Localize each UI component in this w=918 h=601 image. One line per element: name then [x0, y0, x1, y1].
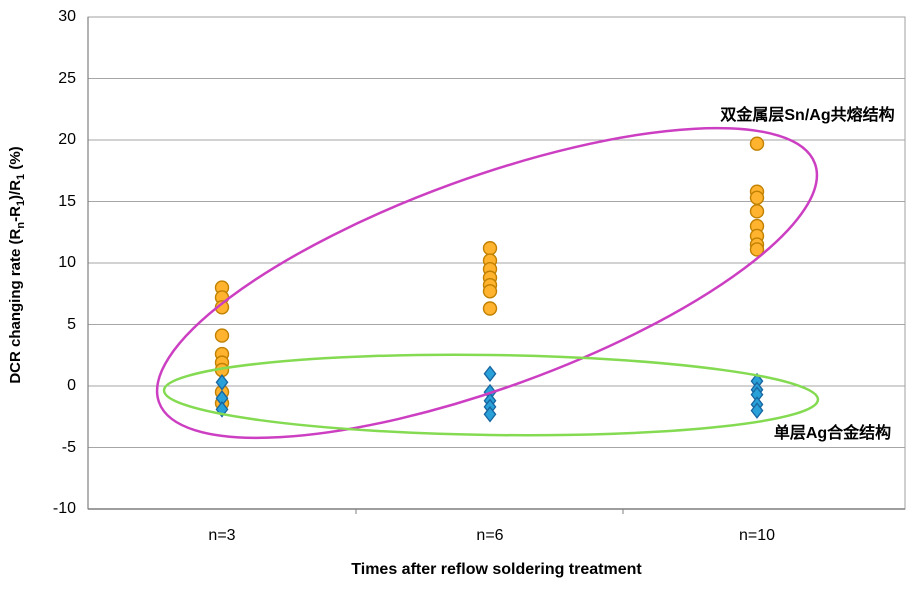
- y-axis-title: DCR changing rate (Rn-R1)/R1 (%): [7, 100, 27, 430]
- x-axis-title: Times after reflow soldering treatment: [351, 561, 642, 578]
- data-point-circle-n=6: [482, 241, 498, 256]
- data-point-circle-n=6: [482, 284, 498, 299]
- data-point-circle-n=10: [749, 242, 765, 257]
- data-point-circle-n=10: [749, 204, 765, 219]
- data-point-circle-n=10: [749, 190, 765, 206]
- y-tick-label-25: 25: [58, 69, 76, 87]
- data-point-diamond-n=6: [483, 406, 497, 423]
- y-tick-label-15: 15: [58, 192, 76, 210]
- ellipse-ag-group: [162, 353, 820, 437]
- y-axis-title-text: DCR changing rate (Rn-R1)/R1 (%): [7, 146, 27, 384]
- data-point-circle-n=10: [749, 136, 765, 151]
- y-tick-label--10: -10: [52, 500, 76, 517]
- data-point-diamond-n=6: [483, 365, 497, 382]
- data-point-circle-n=6: [482, 301, 498, 316]
- y-tick-label-20: 20: [58, 131, 76, 148]
- x-tick-label-n=3: n=3: [208, 527, 236, 544]
- y-tick-label-30: 30: [58, 8, 76, 25]
- x-tick-label-n=10: n=10: [738, 527, 776, 544]
- y-tick-label-10: 10: [58, 254, 76, 271]
- y-tick-label-5: 5: [67, 315, 76, 333]
- x-tick-label-n=6: n=6: [476, 527, 504, 544]
- annotation-ag-alloy-structure: 单层Ag合金结构: [773, 425, 892, 442]
- annotation-snag-eutectic-structure: 双金属层Sn/Ag共熔结构: [720, 107, 895, 124]
- y-tick-label-0: 0: [67, 377, 76, 394]
- data-point-diamond-n=10: [750, 402, 764, 419]
- data-point-diamond-n=3: [215, 374, 229, 391]
- y-tick-label--5: -5: [61, 438, 76, 456]
- data-point-circle-n=3: [214, 328, 230, 343]
- ellipse-snag-group: [155, 126, 819, 440]
